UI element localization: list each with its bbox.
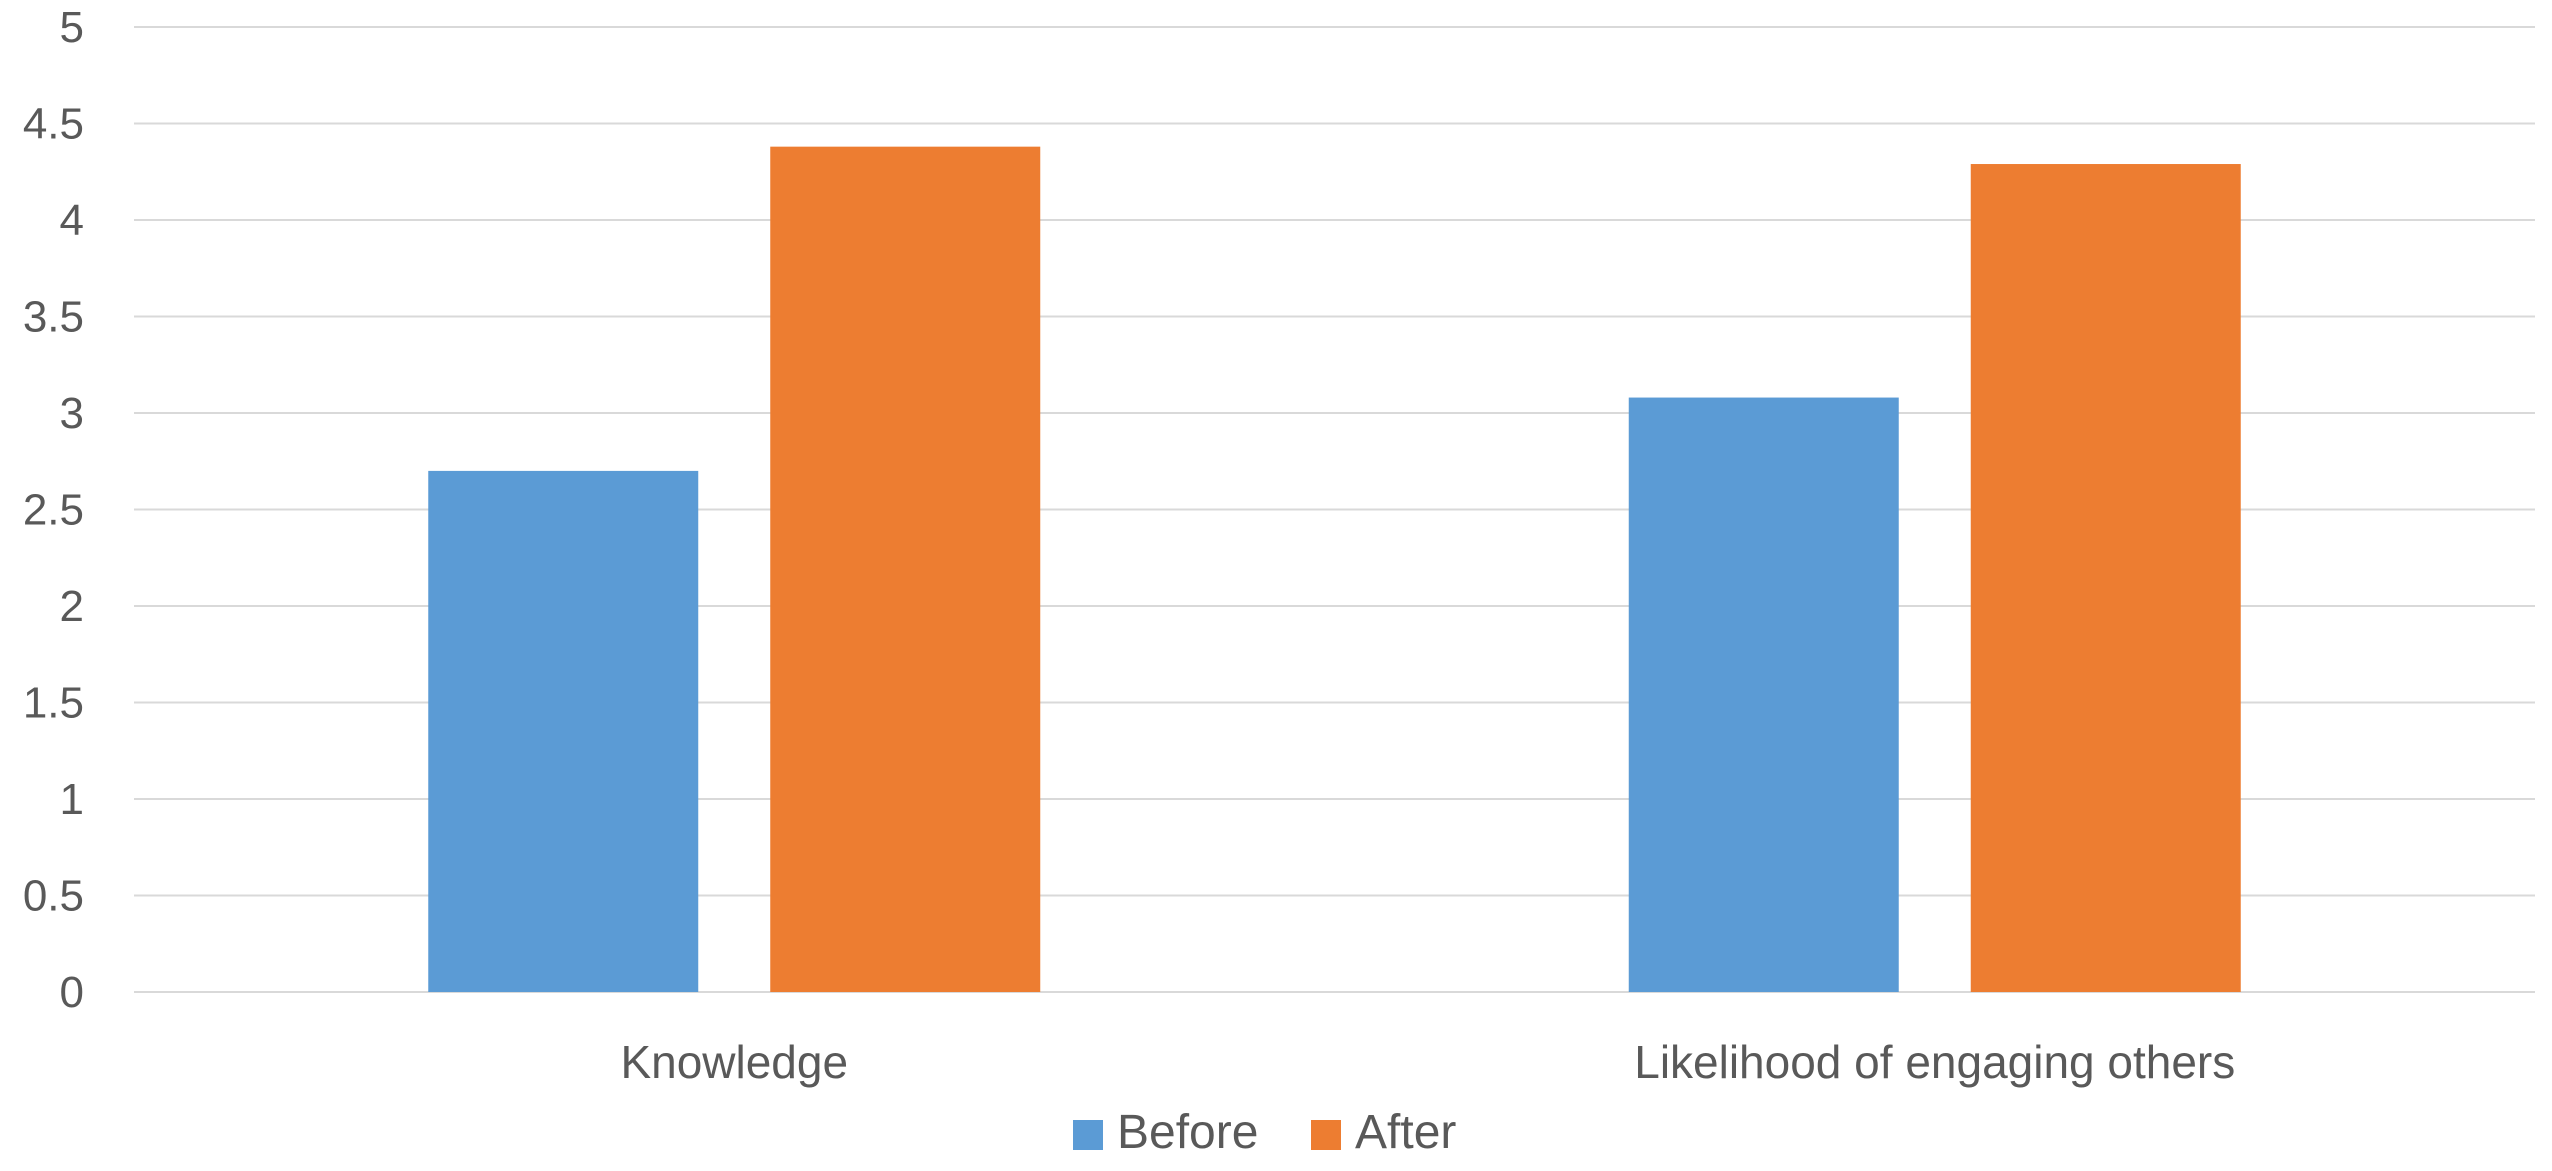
- y-tick-label: 3.5: [23, 293, 84, 342]
- bar-before-likelihood-of-engaging-others: [1628, 397, 1899, 992]
- legend-item-after: After: [1311, 1106, 1456, 1159]
- y-tick-label: 1.5: [23, 679, 84, 728]
- legend-label-before: Before: [1117, 1106, 1258, 1159]
- y-tick-label: 5: [60, 3, 84, 52]
- y-tick-label: 3: [60, 389, 84, 438]
- y-tick-label: 4.5: [23, 100, 84, 149]
- bars: [428, 146, 2241, 992]
- y-tick-label: 0: [60, 968, 84, 1017]
- x-category-label: Likelihood of engaging others: [1634, 1036, 2235, 1088]
- legend-item-before: Before: [1073, 1106, 1258, 1159]
- bar-after-likelihood-of-engaging-others: [1970, 164, 2241, 992]
- x-category-label: Knowledge: [620, 1036, 848, 1088]
- y-tick-label: 0.5: [23, 872, 84, 921]
- legend-swatch-after: [1311, 1120, 1341, 1150]
- bar-before-knowledge: [428, 470, 699, 992]
- y-tick-label: 2: [60, 582, 84, 631]
- y-tick-label: 4: [60, 196, 84, 245]
- legend-label-after: After: [1355, 1106, 1456, 1159]
- legend: Before After: [1073, 1106, 1456, 1159]
- y-axis-tick-labels: 0 0.5 1 1.5 2 2.5 3 3.5 4 4.5 5: [23, 3, 84, 1017]
- bar-after-knowledge: [770, 146, 1041, 992]
- y-tick-label: 1: [60, 775, 84, 824]
- legend-swatch-before: [1073, 1120, 1103, 1150]
- y-tick-label: 2.5: [23, 486, 84, 535]
- x-axis-category-labels: Knowledge Likelihood of engaging others: [620, 1036, 2235, 1088]
